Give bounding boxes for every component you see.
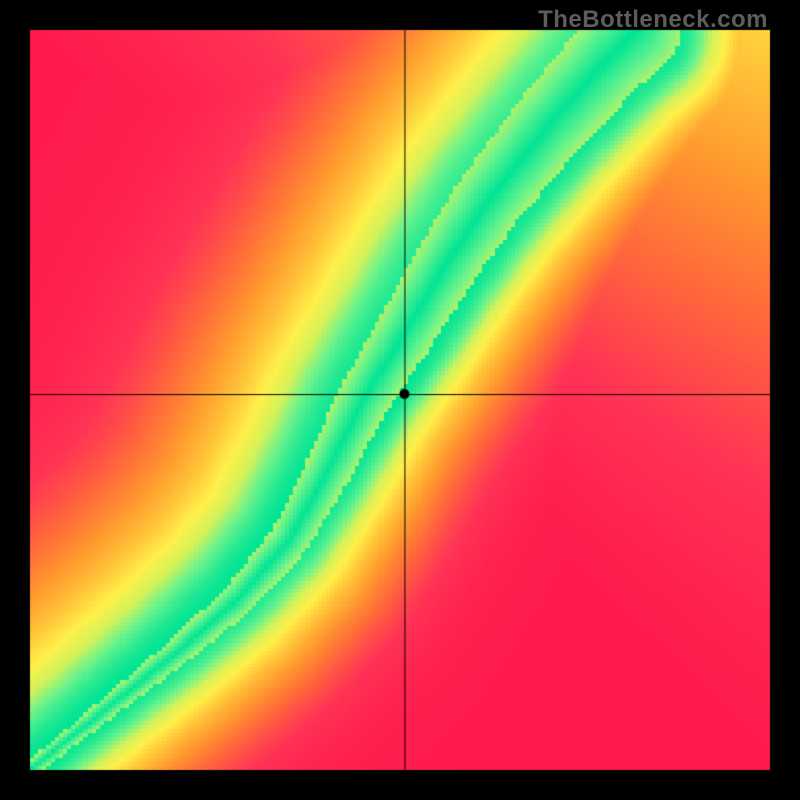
watermark-text: TheBottleneck.com — [538, 6, 768, 34]
crosshair-overlay — [0, 0, 800, 800]
